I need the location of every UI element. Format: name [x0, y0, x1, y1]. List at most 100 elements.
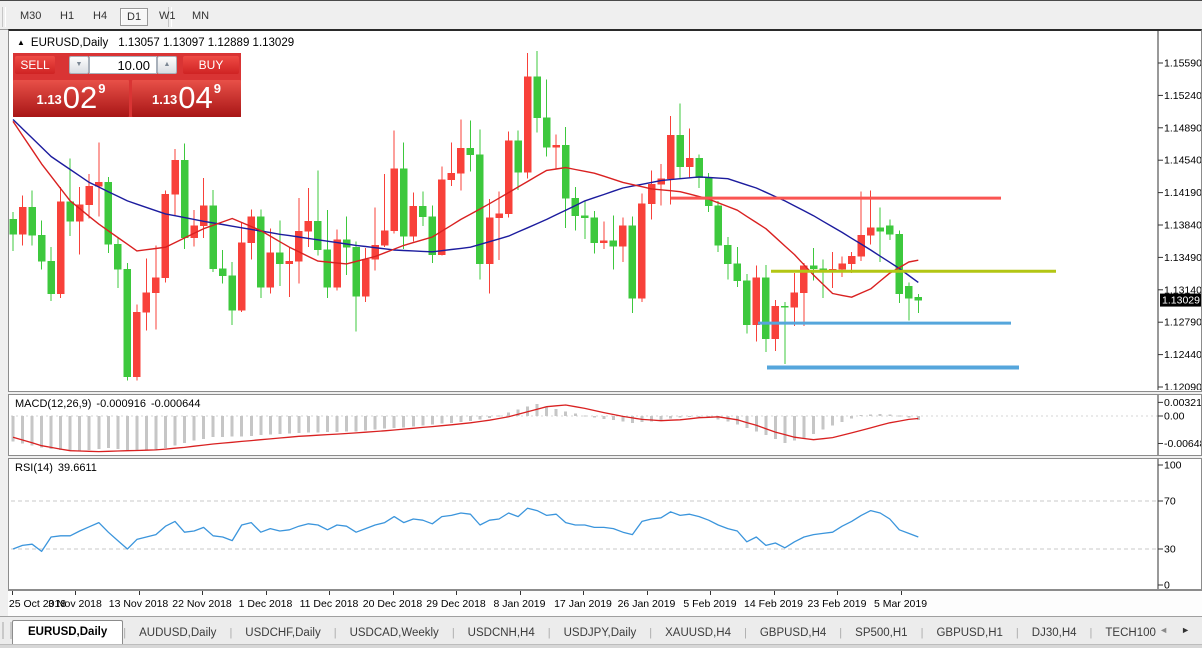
- svg-text:1.13140: 1.13140: [1164, 284, 1201, 296]
- chart-tab-USDCHF-Daily[interactable]: USDCHF,Daily: [245, 627, 321, 639]
- chart-tab-TECH100-H1[interactable]: TECH100,H1: [1105, 627, 1156, 639]
- timeframe-button-H4[interactable]: H4: [93, 10, 108, 22]
- current-price-badge: 1.13029: [1160, 293, 1201, 307]
- svg-text:1.15240: 1.15240: [1164, 90, 1201, 102]
- ask-price-button[interactable]: 1.13049: [132, 80, 241, 117]
- chart-tab-AUDUSD-Daily[interactable]: AUDUSD,Daily: [139, 627, 217, 639]
- tab-separator: |: [839, 627, 843, 639]
- date-label: 13 Nov 2018: [108, 598, 169, 610]
- svg-text:0.003216: 0.003216: [1164, 397, 1201, 409]
- tabs-scroll-left-icon[interactable]: ◄: [1159, 625, 1168, 635]
- date-tick: [710, 591, 711, 595]
- rsi-name: RSI(14): [15, 462, 53, 474]
- volume-input[interactable]: [89, 56, 157, 74]
- tabs-scroll-right-icon[interactable]: ►: [1181, 625, 1190, 635]
- collapse-arrow-icon[interactable]: ▲: [17, 38, 25, 47]
- rsi-plot[interactable]: 100 70 30 0: [9, 459, 1201, 589]
- svg-text:0.00: 0.00: [1164, 411, 1185, 423]
- chart-tab-EURUSD-Daily[interactable]: EURUSD,Daily: [12, 620, 124, 645]
- timeframe-button-H1[interactable]: H1: [60, 10, 75, 22]
- macd-plot[interactable]: 0.003216 0.00 -0.006485: [9, 395, 1201, 455]
- tab-separator: |: [229, 627, 233, 639]
- date-label: 23 Feb 2019: [807, 598, 867, 610]
- bid-pipette: 9: [98, 81, 106, 96]
- date-tick: [75, 591, 76, 595]
- macd-histogram: [11, 404, 920, 452]
- date-label: 3 Nov 2018: [48, 598, 102, 610]
- date-label: 26 Jan 2019: [617, 598, 676, 610]
- tab-separator: |: [743, 627, 747, 639]
- chart-tab-USDCNH-H4[interactable]: USDCNH,H4: [467, 627, 535, 639]
- volume-decrease-button[interactable]: ▼: [69, 56, 89, 74]
- tabbar-grip[interactable]: [2, 622, 12, 639]
- tab-separator: |: [1089, 627, 1093, 639]
- date-tick: [11, 591, 13, 595]
- macd-axis: 0.003216 0.00 -0.006485: [1157, 395, 1201, 455]
- ask-pips: 04: [178, 80, 213, 115]
- svg-text:1.14190: 1.14190: [1164, 187, 1201, 199]
- price-chart-plot[interactable]: 1.15590 1.15240 1.14890 1.14540 1.14190 1.138…: [9, 31, 1201, 390]
- tab-separator: |: [123, 627, 127, 639]
- date-label: 17 Jan 2019: [554, 598, 612, 610]
- date-tick: [837, 591, 838, 595]
- volume-increase-button[interactable]: ▲: [157, 56, 177, 74]
- date-tick: [519, 591, 521, 595]
- date-label: 25 Oct 2018: [8, 598, 67, 610]
- svg-text:1.14890: 1.14890: [1164, 122, 1201, 134]
- timeframe-button-MN[interactable]: MN: [192, 10, 210, 22]
- triangle-up-icon: ▲: [163, 61, 171, 68]
- chart-tab-USDCAD-Weekly[interactable]: USDCAD,Weekly: [349, 627, 439, 639]
- date-label: 8 Jan 2019: [493, 598, 546, 610]
- svg-text:1.12090: 1.12090: [1164, 382, 1201, 391]
- date-tick: [202, 591, 203, 595]
- macd-signal-value: -0.000644: [150, 398, 201, 410]
- bid-price-button[interactable]: 1.13029: [13, 80, 129, 117]
- chart-tab-DJ30-H4[interactable]: DJ30,H4: [1031, 627, 1077, 639]
- macd-name: MACD(12,26,9): [15, 398, 92, 410]
- date-tick: [265, 591, 267, 595]
- svg-text:70: 70: [1164, 496, 1176, 508]
- chart-symbol-label: EURUSD,Daily: [30, 37, 109, 49]
- top-toolbar-edge: [0, 0, 1202, 6]
- date-tick: [138, 591, 140, 595]
- svg-text:-0.006485: -0.006485: [1164, 438, 1201, 450]
- sell-button[interactable]: SELL: [15, 56, 55, 74]
- tab-separator: |: [333, 627, 337, 639]
- date-label: 5 Mar 2019: [873, 598, 928, 610]
- svg-text:1.15590: 1.15590: [1164, 58, 1201, 70]
- rsi-indicator-panel: 100 70 30 0 RSI(14) 39.6611: [8, 458, 1202, 590]
- date-axis: 25 Oct 2018 3 Nov 2018 13 Nov 2018 22 Nov 2…: [8, 590, 1202, 617]
- chart-tab-SP500-H1[interactable]: SP500,H1: [855, 627, 908, 639]
- svg-text:0: 0: [1164, 580, 1170, 590]
- chart-tab-USDJPY-Daily[interactable]: USDJPY,Daily: [563, 627, 637, 639]
- timeframe-button-D1[interactable]: D1: [120, 8, 149, 26]
- tab-separator: |: [649, 627, 653, 639]
- chart-title: ▲ EURUSD,Daily 1.13057 1.13097 1.12889 1.1…: [17, 37, 294, 49]
- date-tick: [900, 591, 902, 595]
- buy-button[interactable]: BUY: [183, 56, 239, 74]
- window-bottom-edge: [0, 644, 1202, 648]
- ask-pipette: 9: [213, 81, 222, 96]
- rsi-axis: 100 70 30 0: [1157, 459, 1182, 590]
- date-label: 22 Nov 2018: [172, 598, 232, 610]
- chart-tab-XAUUSD-H4[interactable]: XAUUSD,H4: [665, 627, 731, 639]
- date-tick: [583, 591, 584, 595]
- candles: [9, 50, 923, 381]
- chart-tab-GBPUSD-H4[interactable]: GBPUSD,H4: [759, 627, 827, 639]
- toolbar-grip[interactable]: [2, 7, 6, 27]
- date-label: 20 Dec 2018: [362, 598, 423, 610]
- triangle-down-icon: ▼: [75, 61, 83, 68]
- tab-separator: |: [1015, 627, 1019, 639]
- timeframe-button-M30[interactable]: M30: [20, 10, 42, 22]
- rsi-line: [12, 507, 919, 553]
- timeframe-button-W1[interactable]: W1: [159, 10, 176, 22]
- macd-indicator-panel: 0.003216 0.00 -0.006485 MACD(12,26,9) -0.00…: [8, 394, 1202, 456]
- bid-prefix: 1.13: [36, 92, 62, 107]
- date-label: 11 Dec 2018: [299, 598, 359, 610]
- chart-tab-bar: EURUSD,Daily | AUDUSD,Daily | USDCHF,Daily | U…: [0, 616, 1202, 645]
- chart-tab-GBPUSD-H1[interactable]: GBPUSD,H1: [936, 627, 1003, 639]
- ask-prefix: 1.13: [151, 92, 178, 107]
- macd-signal-line: [12, 404, 919, 453]
- macd-main-value: -0.000916: [96, 398, 146, 410]
